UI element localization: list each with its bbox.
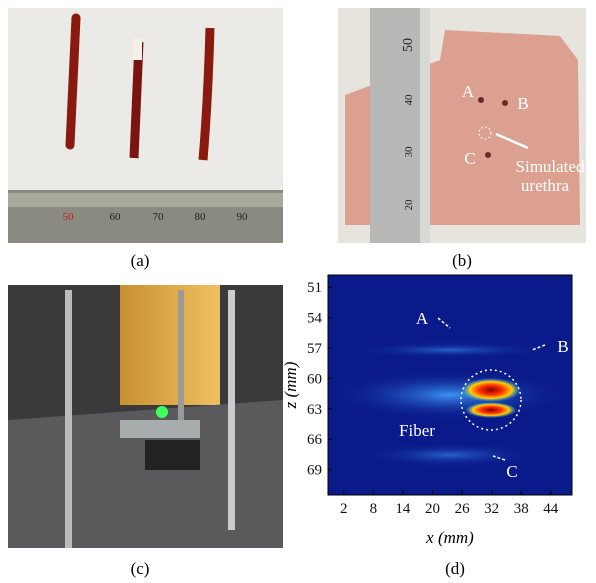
x-tick-label: 8 (370, 501, 378, 517)
x-tick-label: 38 (514, 501, 529, 517)
y-tick-label: 69 (307, 463, 322, 479)
ruler-label: 40 (403, 94, 415, 106)
ruler-label: 50 (401, 38, 416, 52)
x-tick-label: 44 (543, 501, 559, 517)
x-tick-label: 2 (340, 501, 348, 517)
ruler-label: 50 (63, 211, 75, 223)
y-tick-label: 60 (307, 371, 322, 387)
x-tick-label: 32 (484, 501, 499, 517)
annotation: urethra (521, 176, 570, 195)
y-tick-label: 63 (307, 402, 322, 418)
y-tick-label: 57 (307, 341, 323, 357)
x-tick-label: 20 (425, 501, 440, 517)
x-tick-label: 26 (455, 501, 471, 517)
panel-label: (a) (131, 251, 150, 270)
annotation: C (464, 149, 475, 168)
panel-label: (d) (445, 559, 465, 578)
heatmap (328, 275, 572, 495)
photo-a (8, 8, 283, 243)
ruler-label: 90 (237, 211, 249, 223)
annotation: C (506, 462, 517, 481)
x-tick-label: 14 (395, 501, 411, 517)
photo-c (8, 285, 283, 548)
photo-b (338, 8, 586, 243)
ruler-label: 70 (153, 211, 165, 223)
page: {"panels":[ {"label":"(a)","ruler_labels… (0, 0, 596, 578)
x-axis-label: x (mm) (425, 528, 474, 547)
y-axis-label: z (mm) (281, 361, 300, 409)
annotation: A (462, 82, 475, 101)
ruler-label: 20 (403, 199, 415, 211)
annotation: A (416, 309, 429, 328)
y-tick-label: 51 (307, 280, 322, 296)
ruler-label: 80 (195, 211, 207, 223)
panel-label: (c) (131, 559, 150, 578)
y-tick-label: 66 (307, 432, 323, 448)
annotation: Fiber (399, 421, 435, 440)
annotation: B (517, 94, 528, 113)
annotation: B (557, 337, 568, 356)
ruler-label: 60 (110, 211, 122, 223)
panel-label: (b) (452, 251, 472, 270)
annotation: Simulated (516, 157, 585, 176)
ruler-label: 30 (403, 146, 415, 158)
figure: (a) (b) (c) (d) 50 60 70 80 90 50 40 30 … (0, 0, 596, 578)
y-tick-label: 54 (307, 311, 323, 327)
